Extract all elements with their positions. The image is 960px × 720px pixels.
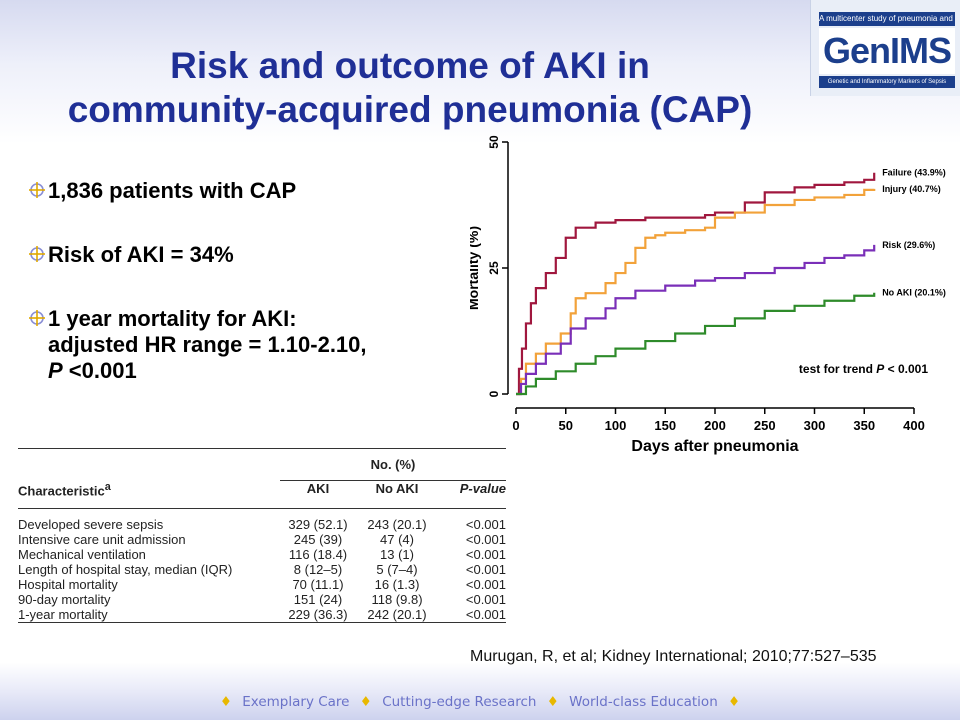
bullet-line: P <0.001 bbox=[48, 358, 488, 384]
series-line-3 bbox=[516, 292, 876, 396]
footer-item: Exemplary Care bbox=[242, 694, 350, 710]
y-tick-label: 25 bbox=[487, 261, 501, 275]
series-line-1 bbox=[516, 188, 876, 396]
x-tick-label: 300 bbox=[804, 418, 826, 433]
table-row bbox=[18, 509, 506, 517]
header-p-value: P-value bbox=[438, 480, 506, 509]
logo-tagline: A multicenter study of pneumonia and sep… bbox=[819, 12, 955, 26]
header-group: No. (%) bbox=[370, 457, 416, 472]
series-line-2 bbox=[516, 244, 876, 396]
footer: ♦ Exemplary Care ♦ Cutting-edge Research… bbox=[0, 694, 960, 710]
footer-item: World-class Education bbox=[569, 694, 718, 710]
slide-title-line2: community-acquired pneumonia (CAP) bbox=[67, 89, 753, 130]
series-line-0 bbox=[516, 172, 876, 396]
crosshair-bullet-icon bbox=[29, 310, 45, 326]
series-label: Injury (40.7%) bbox=[882, 184, 941, 194]
diamond-icon: ♦ bbox=[359, 694, 372, 710]
citation: Murugan, R, et al; Kidney International;… bbox=[470, 648, 877, 665]
bullet-text: 1,836 patients with CAP bbox=[48, 178, 297, 203]
table-row: Intensive care unit admission 245 (39) 47 … bbox=[18, 531, 506, 547]
y-axis-label: Mortality (%) bbox=[470, 226, 481, 310]
diamond-icon: ♦ bbox=[219, 694, 232, 710]
x-tick-label: 50 bbox=[559, 418, 573, 433]
trend-annotation: test for trend P < 0.001 bbox=[799, 362, 928, 376]
p-value-text: <0.001 bbox=[62, 358, 137, 383]
x-tick-label: 100 bbox=[605, 418, 627, 433]
genims-logo: A multicenter study of pneumonia and sep… bbox=[810, 0, 960, 96]
mortality-chart: 0 25 50 0 50 100 150 200 250 300 350 400 Days after … bbox=[470, 135, 946, 455]
header-no-aki: No AKI bbox=[356, 480, 438, 509]
crosshair-bullet-icon bbox=[29, 246, 45, 262]
x-tick-label: 350 bbox=[853, 418, 875, 433]
header-aki: AKI bbox=[280, 480, 356, 509]
x-tick-label: 200 bbox=[704, 418, 726, 433]
x-tick-label: 0 bbox=[512, 418, 519, 433]
y-tick-label: 50 bbox=[487, 135, 501, 149]
footer-item: Cutting-edge Research bbox=[382, 694, 537, 710]
p-italic: P bbox=[48, 358, 63, 383]
bullet-text: Risk of AKI = 34% bbox=[48, 242, 234, 267]
series-label: Risk (29.6%) bbox=[882, 240, 935, 250]
series-label: No AKI (20.1%) bbox=[882, 288, 946, 298]
characteristics-table: No. (%) Characteristica AKI No AKI P-val… bbox=[18, 448, 506, 642]
table-row: Length of hospital stay, median (IQR) 8 (… bbox=[18, 561, 506, 577]
bullet-text: 1 year mortality for AKI: adjusted HR ra… bbox=[48, 306, 488, 384]
logo-subtitle: Genetic and Inflammatory Markers of Seps… bbox=[819, 76, 955, 88]
x-tick-label: 250 bbox=[754, 418, 776, 433]
diamond-icon: ♦ bbox=[728, 694, 741, 710]
table-row: Hospital mortality 70 (11.1) 16 (1.3) <0.00… bbox=[18, 576, 506, 592]
x-tick-label: 150 bbox=[654, 418, 676, 433]
table-row: 90-day mortality 151 (24) 118 (9.8) <0.001 bbox=[18, 591, 506, 607]
slide-title: Risk and outcome of AKI in community-acq… bbox=[0, 44, 820, 132]
x-axis-label: Days after pneumonia bbox=[631, 438, 798, 455]
y-tick-label: 0 bbox=[487, 390, 501, 397]
bullet-line: 1 year mortality for AKI: bbox=[48, 306, 297, 331]
table-row: Mechanical ventilation 116 (18.4) 13 (1) <0… bbox=[18, 546, 506, 562]
bullet-line: adjusted HR range = 1.10-2.10, bbox=[48, 332, 367, 357]
table-row: Developed severe sepsis 329 (52.1) 243 (20… bbox=[18, 516, 506, 532]
x-tick-label: 400 bbox=[903, 418, 925, 433]
crosshair-bullet-icon bbox=[29, 182, 45, 198]
diamond-icon: ♦ bbox=[546, 694, 559, 710]
series-label: Failure (43.9%) bbox=[882, 168, 946, 178]
table-row: 1-year mortality 229 (36.3) 242 (20.1) <0.0… bbox=[18, 606, 506, 622]
header-characteristic: Characteristica bbox=[18, 480, 280, 509]
logo-name: GenIMS bbox=[819, 28, 955, 74]
slide-title-line1: Risk and outcome of AKI in bbox=[170, 45, 650, 86]
